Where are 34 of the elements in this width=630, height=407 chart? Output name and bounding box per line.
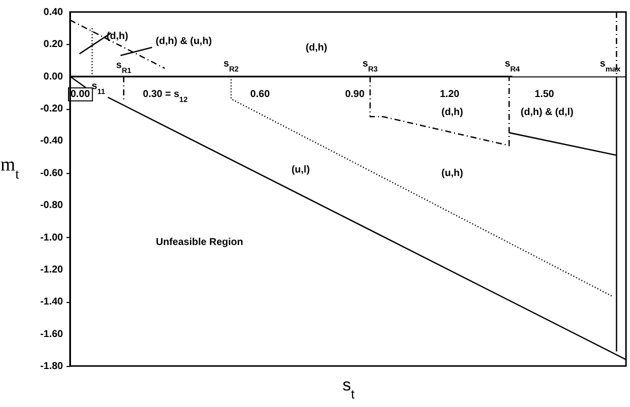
y-tick-label: -1.40 [40,296,64,308]
y-tick-label: -1.20 [40,264,64,276]
y-tick-label: -1.00 [40,232,64,244]
y-tick-label: 0.40 [44,7,64,18]
annotation: (d,h) [106,31,128,42]
annotation: s$_{R2}$ [224,58,239,73]
y-tick-label: -0.80 [40,200,64,212]
x-tick-label: 0.30 = s$_{12}$ [142,88,188,104]
annotation: (d,h) & (d,l) [520,106,574,118]
annotation: (u,l) [291,164,310,176]
y-tick-label: -0.60 [40,168,64,179]
x-tick-label: 0.90 [345,88,365,100]
annotation: (d,h) [306,42,328,54]
y-tick-label: 0.20 [44,39,64,50]
x-axis-title: s$_{t}$ [342,376,355,401]
annotation: (d,h) & (u,h) [156,36,212,47]
y-tick-label: -1.80 [40,361,64,372]
annotation: (d,h) [441,106,464,118]
y-axis-title: m$_{t}$ [0,154,20,182]
annotation: Unfeasible Region [156,237,244,248]
x-tick-label: 1.50 [534,88,555,100]
y-tick-label: 0.00 [44,71,64,82]
annotation: (u,h) [441,168,464,179]
annotation: s$_{R4}$ [504,58,521,73]
annotation: s$_{max}$ [600,58,622,73]
y-tick-label: -0.40 [40,136,64,147]
annotation: s$_{R3}$ [362,58,378,73]
y-tick-label: -1.60 [40,328,64,340]
annotation: s$_{R1}$ [116,60,132,75]
x-tick-label: 0.60 [250,88,270,100]
annotation: s$_{11}$ [92,81,106,96]
y-tick-label: -0.20 [40,104,64,115]
x-tick-label: 1.20 [440,88,460,100]
x-tick-label: 0.00 [70,88,90,100]
